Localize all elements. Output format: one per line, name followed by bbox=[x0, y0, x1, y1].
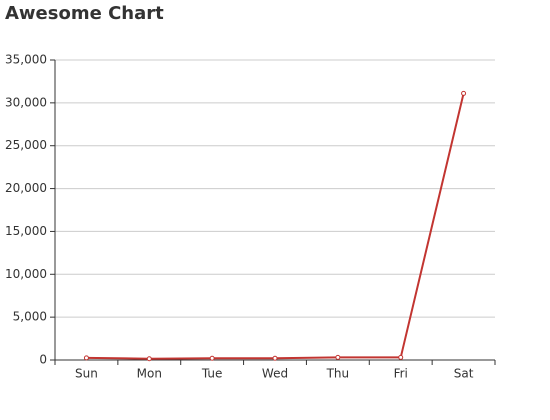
point bbox=[146, 356, 152, 362]
point bbox=[461, 90, 467, 96]
point bbox=[335, 354, 341, 360]
y-tick-label: 5,000 bbox=[13, 310, 47, 324]
line bbox=[86, 93, 465, 360]
y-tick-label: 20,000 bbox=[5, 181, 47, 195]
x-tick-label: Mon bbox=[137, 367, 162, 381]
x-tick-label: Sun bbox=[75, 367, 98, 381]
point bbox=[83, 355, 89, 361]
y-tick-label: 15,000 bbox=[5, 224, 47, 238]
point bbox=[209, 355, 215, 361]
point bbox=[272, 355, 278, 361]
y-tick-label: 35,000 bbox=[5, 53, 47, 67]
y-tick-label: 30,000 bbox=[5, 95, 47, 109]
y-tick-label: 25,000 bbox=[5, 138, 47, 152]
x-tick-label: Tue bbox=[201, 367, 223, 381]
point bbox=[398, 354, 404, 360]
chart-title: Awesome Chart bbox=[5, 3, 164, 24]
y-tick-label: 10,000 bbox=[5, 267, 47, 281]
x-tick-label: Wed bbox=[262, 367, 288, 381]
x-tick-label: Fri bbox=[394, 367, 408, 381]
x-tick-label: Thu bbox=[326, 367, 350, 381]
x-tick-label: Sat bbox=[454, 367, 474, 381]
y-tick-label: 0 bbox=[39, 353, 47, 367]
